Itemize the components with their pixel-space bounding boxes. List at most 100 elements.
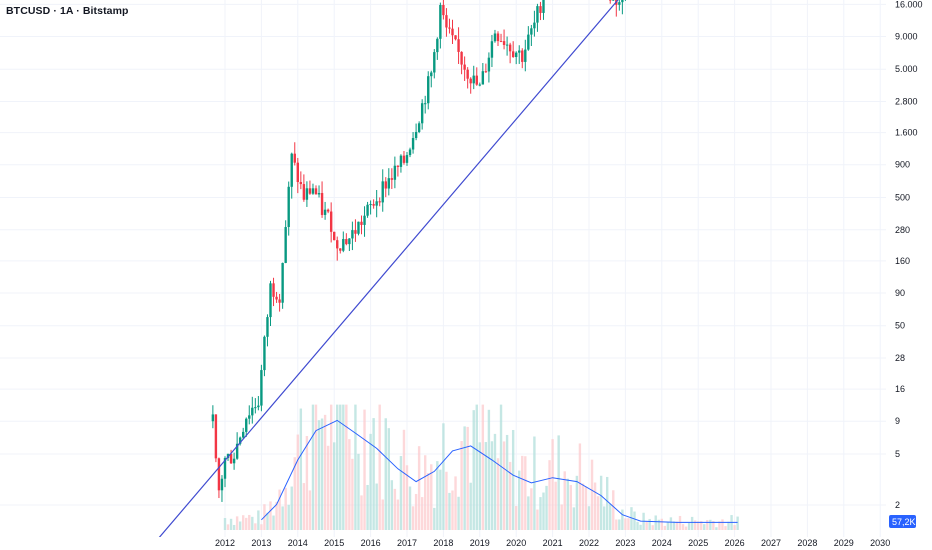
volume-bar bbox=[400, 456, 402, 530]
candle-body bbox=[348, 238, 350, 244]
candlestick-series bbox=[212, 0, 760, 502]
volume-bar bbox=[436, 461, 438, 530]
candle-body bbox=[324, 210, 326, 215]
x-tick-label: 2030 bbox=[870, 538, 890, 548]
x-tick-label: 2029 bbox=[834, 538, 854, 548]
volume-bar bbox=[333, 442, 335, 530]
volume-bar bbox=[342, 405, 344, 530]
volume-bar bbox=[357, 454, 359, 530]
candle-body bbox=[409, 149, 411, 155]
candle-body bbox=[354, 230, 356, 234]
volume-bar bbox=[648, 519, 650, 530]
volume-bar bbox=[664, 526, 666, 530]
candle-body bbox=[457, 39, 459, 52]
volume-bar bbox=[391, 480, 393, 530]
y-tick-label: 280 bbox=[895, 225, 910, 235]
candle-body bbox=[318, 193, 320, 194]
volume-bar bbox=[460, 441, 462, 530]
candle-body bbox=[333, 232, 335, 240]
candle-body bbox=[509, 45, 511, 52]
x-tick-label: 2017 bbox=[397, 538, 417, 548]
candle-body bbox=[312, 188, 314, 193]
candle-body bbox=[379, 201, 381, 202]
y-tick-label: 1.600 bbox=[895, 128, 918, 138]
volume-bar bbox=[567, 479, 569, 530]
volume-bar bbox=[345, 405, 347, 530]
volume-bar bbox=[545, 486, 547, 530]
volume-bar bbox=[379, 405, 381, 530]
volume-bar bbox=[661, 519, 663, 530]
volume-bar bbox=[415, 494, 417, 530]
x-tick-label: 2026 bbox=[725, 538, 745, 548]
volume-bar bbox=[354, 405, 356, 530]
candle-body bbox=[303, 184, 305, 200]
volume-bar bbox=[679, 516, 681, 530]
candle-body bbox=[433, 52, 435, 72]
volume-bar bbox=[466, 427, 468, 530]
volume-bar bbox=[594, 483, 596, 530]
y-tick-label: 5.000 bbox=[895, 64, 918, 74]
candle-body bbox=[269, 283, 271, 317]
candle-body bbox=[524, 50, 526, 62]
candle-body bbox=[263, 337, 265, 370]
volume-bar bbox=[576, 476, 578, 530]
volume-bar bbox=[224, 518, 226, 530]
volume-bar bbox=[470, 483, 472, 530]
candle-body bbox=[291, 154, 293, 187]
candle-body bbox=[272, 283, 274, 296]
volume-bar bbox=[312, 405, 314, 530]
candle-body bbox=[621, 0, 623, 2]
candle-body bbox=[542, 0, 544, 13]
volume-bar bbox=[272, 516, 274, 530]
candle-body bbox=[497, 33, 499, 41]
volume-bar bbox=[288, 505, 290, 530]
volume-bar bbox=[515, 506, 517, 530]
volume-bar bbox=[233, 525, 235, 530]
candle-body bbox=[281, 263, 283, 303]
candle-body bbox=[533, 23, 535, 29]
x-tick-label: 2021 bbox=[543, 538, 563, 548]
candle-body bbox=[375, 201, 377, 205]
candle-body bbox=[385, 181, 387, 188]
candle-body bbox=[327, 210, 329, 212]
volume-bar bbox=[463, 426, 465, 530]
candle-body bbox=[400, 156, 402, 167]
volume-bar bbox=[667, 522, 669, 530]
candle-body bbox=[245, 419, 247, 432]
candle-body bbox=[306, 188, 308, 199]
candle-body bbox=[463, 65, 465, 70]
candle-body bbox=[336, 240, 338, 248]
x-tick-label: 2022 bbox=[579, 538, 599, 548]
candle-body bbox=[445, 15, 447, 27]
y-tick-label: 900 bbox=[895, 160, 910, 170]
y-tick-label: 2 bbox=[895, 500, 900, 510]
y-tick-label: 2.800 bbox=[895, 96, 918, 106]
volume-bar bbox=[366, 485, 368, 530]
candle-body bbox=[397, 166, 399, 167]
volume-bar bbox=[336, 405, 338, 530]
candle-body bbox=[360, 222, 362, 225]
volume-bar bbox=[621, 510, 623, 530]
volume-bar bbox=[473, 410, 475, 530]
volume-bar bbox=[530, 488, 532, 530]
volume-bar bbox=[561, 504, 563, 530]
volume-bar bbox=[652, 525, 654, 530]
volume-bar bbox=[627, 518, 629, 530]
volume-bar bbox=[309, 490, 311, 530]
volume-badge-value: 57,2K bbox=[892, 517, 916, 527]
volume-bar bbox=[257, 510, 259, 530]
candle-body bbox=[309, 188, 311, 193]
volume-bar bbox=[618, 519, 620, 530]
volume-bar bbox=[303, 483, 305, 530]
volume-bar bbox=[236, 516, 238, 530]
candle-body bbox=[275, 297, 277, 300]
volume-bar bbox=[570, 485, 572, 530]
candle-body bbox=[527, 35, 529, 50]
volume-bar bbox=[721, 519, 723, 530]
x-tick-label: 2012 bbox=[215, 538, 235, 548]
candle-body bbox=[351, 230, 353, 238]
candle-body bbox=[494, 33, 496, 41]
volume-bar bbox=[736, 517, 738, 530]
